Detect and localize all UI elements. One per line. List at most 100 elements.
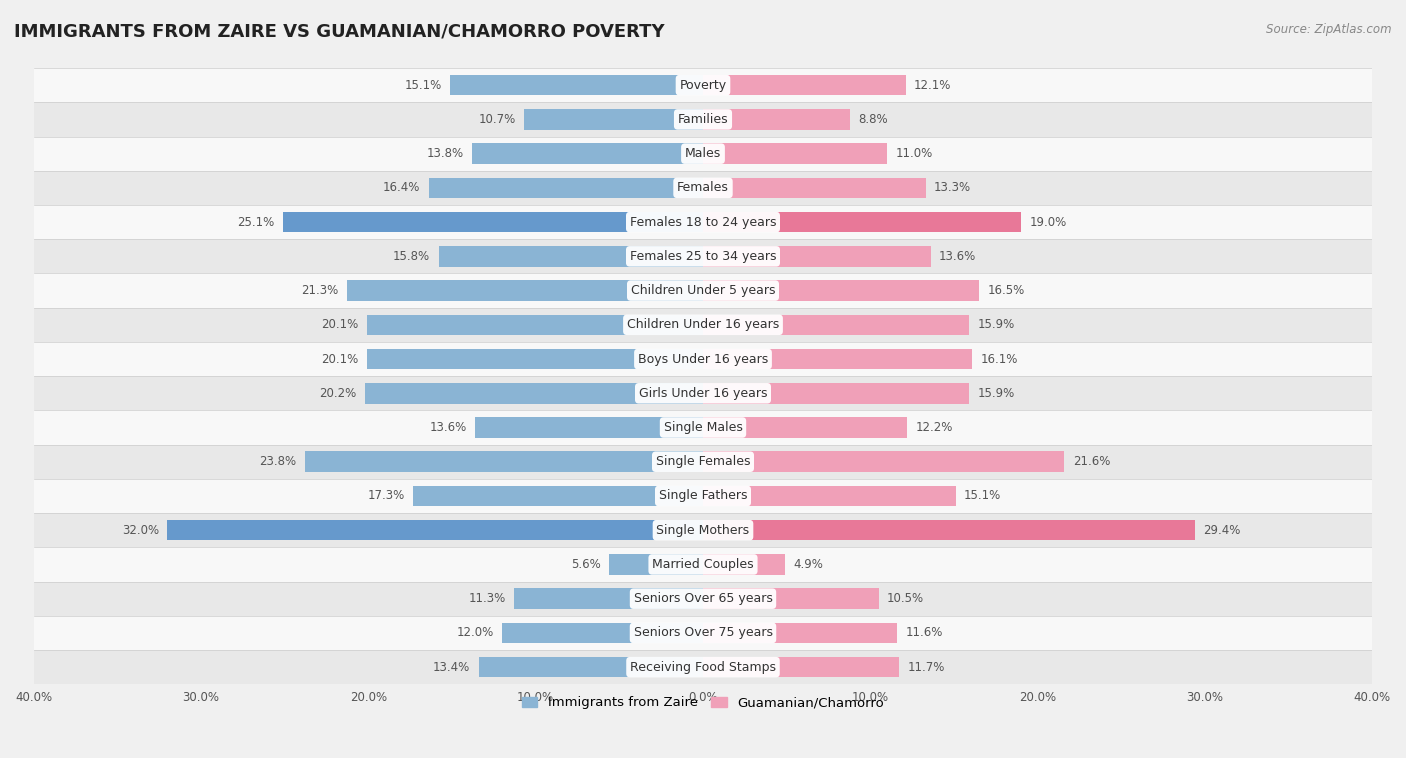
Text: 11.3%: 11.3% [468, 592, 506, 605]
Bar [167, 520, 703, 540]
Bar [703, 349, 973, 369]
Bar [34, 581, 1372, 615]
Text: 15.1%: 15.1% [405, 79, 441, 92]
Text: 21.6%: 21.6% [1073, 456, 1111, 468]
Bar [513, 588, 703, 609]
Bar [703, 143, 887, 164]
Bar [34, 650, 1372, 684]
Bar [703, 657, 898, 678]
Text: 16.4%: 16.4% [382, 181, 420, 194]
Bar [703, 315, 969, 335]
Bar [429, 177, 703, 198]
Text: 8.8%: 8.8% [859, 113, 889, 126]
Text: Children Under 16 years: Children Under 16 years [627, 318, 779, 331]
Bar [475, 417, 703, 438]
Bar [34, 342, 1372, 376]
Bar [450, 75, 703, 96]
Text: Females: Females [678, 181, 728, 194]
Text: Females 25 to 34 years: Females 25 to 34 years [630, 250, 776, 263]
Bar [703, 383, 969, 403]
Text: Boys Under 16 years: Boys Under 16 years [638, 352, 768, 365]
Text: IMMIGRANTS FROM ZAIRE VS GUAMANIAN/CHAMORRO POVERTY: IMMIGRANTS FROM ZAIRE VS GUAMANIAN/CHAMO… [14, 23, 665, 41]
Text: 25.1%: 25.1% [238, 215, 274, 229]
Bar [609, 554, 703, 575]
Bar [703, 588, 879, 609]
Text: 5.6%: 5.6% [571, 558, 600, 571]
Bar [34, 102, 1372, 136]
Text: Seniors Over 75 years: Seniors Over 75 years [634, 626, 772, 640]
Bar [34, 205, 1372, 240]
Text: Males: Males [685, 147, 721, 160]
Legend: Immigrants from Zaire, Guamanian/Chamorro: Immigrants from Zaire, Guamanian/Chamorr… [516, 691, 890, 715]
Bar [502, 622, 703, 644]
Bar [34, 445, 1372, 479]
Bar [703, 520, 1195, 540]
Text: Poverty: Poverty [679, 79, 727, 92]
Text: 13.6%: 13.6% [430, 421, 467, 434]
Text: 11.7%: 11.7% [907, 661, 945, 674]
Text: 20.1%: 20.1% [321, 352, 359, 365]
Bar [34, 410, 1372, 445]
Text: 4.9%: 4.9% [793, 558, 824, 571]
Text: 29.4%: 29.4% [1204, 524, 1240, 537]
Text: Families: Families [678, 113, 728, 126]
Bar [34, 376, 1372, 410]
Text: 13.6%: 13.6% [939, 250, 976, 263]
Bar [703, 417, 907, 438]
Bar [34, 171, 1372, 205]
Bar [34, 68, 1372, 102]
Text: Single Mothers: Single Mothers [657, 524, 749, 537]
Text: Children Under 5 years: Children Under 5 years [631, 284, 775, 297]
Text: 19.0%: 19.0% [1029, 215, 1067, 229]
Bar [283, 211, 703, 233]
Text: 20.2%: 20.2% [319, 387, 357, 399]
Text: Seniors Over 65 years: Seniors Over 65 years [634, 592, 772, 605]
Bar [367, 349, 703, 369]
Text: Single Females: Single Females [655, 456, 751, 468]
Text: 11.6%: 11.6% [905, 626, 943, 640]
Bar [413, 486, 703, 506]
Bar [703, 246, 931, 267]
Bar [34, 274, 1372, 308]
Text: 11.0%: 11.0% [896, 147, 932, 160]
Bar [34, 547, 1372, 581]
Bar [34, 308, 1372, 342]
Bar [703, 177, 925, 198]
Text: 16.1%: 16.1% [981, 352, 1018, 365]
Text: 10.7%: 10.7% [478, 113, 516, 126]
Text: 10.5%: 10.5% [887, 592, 924, 605]
Text: 15.9%: 15.9% [977, 318, 1015, 331]
Text: Receiving Food Stamps: Receiving Food Stamps [630, 661, 776, 674]
Text: 16.5%: 16.5% [987, 284, 1025, 297]
Text: 20.1%: 20.1% [321, 318, 359, 331]
Text: 12.1%: 12.1% [914, 79, 952, 92]
Bar [305, 452, 703, 472]
Text: Married Couples: Married Couples [652, 558, 754, 571]
Bar [524, 109, 703, 130]
Bar [367, 315, 703, 335]
Bar [34, 479, 1372, 513]
Text: 13.3%: 13.3% [934, 181, 972, 194]
Text: 13.8%: 13.8% [426, 147, 464, 160]
Bar [34, 615, 1372, 650]
Text: 17.3%: 17.3% [368, 490, 405, 503]
Text: Source: ZipAtlas.com: Source: ZipAtlas.com [1267, 23, 1392, 36]
Text: 15.8%: 15.8% [394, 250, 430, 263]
Bar [703, 109, 851, 130]
Bar [346, 280, 703, 301]
Text: 21.3%: 21.3% [301, 284, 339, 297]
Bar [703, 280, 979, 301]
Text: 12.2%: 12.2% [915, 421, 953, 434]
Text: Females 18 to 24 years: Females 18 to 24 years [630, 215, 776, 229]
Text: 23.8%: 23.8% [259, 456, 297, 468]
Bar [472, 143, 703, 164]
Bar [478, 657, 703, 678]
Text: Single Males: Single Males [664, 421, 742, 434]
Bar [703, 554, 785, 575]
Bar [34, 240, 1372, 274]
Text: Single Fathers: Single Fathers [659, 490, 747, 503]
Text: Girls Under 16 years: Girls Under 16 years [638, 387, 768, 399]
Bar [703, 211, 1021, 233]
Bar [34, 136, 1372, 171]
Text: 13.4%: 13.4% [433, 661, 471, 674]
